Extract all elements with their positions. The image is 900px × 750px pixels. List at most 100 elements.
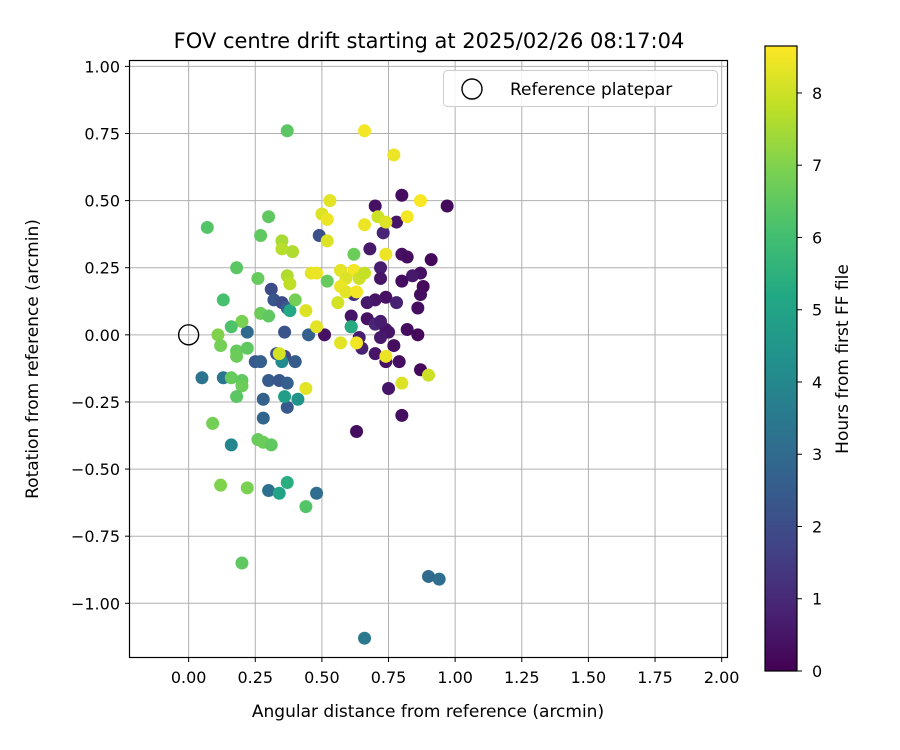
- colorbar-tick-label: 2: [812, 517, 822, 536]
- colorbar-tick-label: 3: [812, 445, 822, 464]
- scatter-point: [206, 416, 220, 430]
- scatter-point: [344, 320, 358, 334]
- scatter-point: [299, 500, 313, 514]
- scatter-point: [195, 371, 209, 385]
- scatter-point: [320, 212, 334, 226]
- scatter-point: [374, 261, 388, 275]
- scatter-point: [387, 339, 401, 353]
- scatter-point: [230, 261, 244, 275]
- scatter-point: [230, 390, 244, 404]
- scatter-point: [286, 245, 300, 259]
- scatter-point: [390, 296, 404, 310]
- scatter-point: [280, 400, 294, 414]
- legend-marker-reference: [461, 78, 483, 100]
- scatter-point: [368, 199, 382, 213]
- scatter-point: [310, 486, 324, 500]
- scatter-point: [350, 424, 364, 438]
- scatter-point: [358, 124, 372, 138]
- scatter-point: [262, 373, 276, 387]
- x-tick-label: 1.75: [637, 668, 673, 687]
- scatter-point: [358, 218, 372, 232]
- scatter-point: [411, 328, 425, 342]
- y-tick-label: 0.25: [84, 259, 120, 278]
- scatter-point: [320, 234, 334, 248]
- scatter-point: [395, 274, 409, 288]
- scatter-point: [387, 148, 401, 162]
- scatter-point: [360, 296, 374, 310]
- scatter-point: [320, 274, 334, 288]
- reference-marker: [177, 324, 200, 346]
- scatter-point: [374, 331, 388, 345]
- x-tick-label: 0.25: [237, 668, 273, 687]
- scatter-point: [400, 210, 414, 224]
- colorbar-ticks: 0 1 2 3 4 5 6 7 8: [797, 84, 822, 681]
- scatter-point: [272, 347, 286, 361]
- scatter-point: [358, 266, 372, 280]
- scatter-point: [400, 322, 414, 336]
- scatter-point: [390, 215, 404, 229]
- scatter-point: [280, 475, 294, 489]
- x-tick-label: 2.00: [704, 668, 740, 687]
- colorbar-tick-label: 8: [812, 84, 822, 103]
- y-tick-label: 0.50: [84, 192, 120, 211]
- scatter-point: [310, 320, 324, 334]
- scatter-point: [368, 347, 382, 361]
- x-tick-label: 0.50: [304, 668, 340, 687]
- scatter-point: [334, 336, 348, 350]
- y-tick-label: −0.75: [71, 527, 120, 546]
- scatter-point: [400, 250, 414, 264]
- scatter-point: [395, 376, 409, 390]
- scatter-point: [302, 328, 316, 342]
- scatter-point: [264, 282, 278, 296]
- x-axis-ticks: 0.00 0.25 0.50 0.75 1.00 1.25 1.50 1.75 2.00: [171, 657, 740, 687]
- chart-title: FOV centre drift starting at 2025/02/26 …: [174, 29, 685, 53]
- scatter-point: [363, 242, 377, 256]
- scatter-point: [224, 320, 238, 334]
- scatter-point: [379, 290, 393, 304]
- scatter-point: [230, 349, 244, 363]
- y-tick-label: −0.25: [71, 393, 120, 412]
- scatter-point: [350, 285, 364, 299]
- scatter-point: [406, 269, 420, 283]
- scatter-point: [411, 301, 425, 315]
- scatter-point: [280, 124, 294, 138]
- scatter-point: [432, 572, 446, 586]
- scatter-point: [347, 247, 361, 261]
- scatter-point: [211, 328, 225, 342]
- scatter-point: [200, 220, 214, 234]
- scatter-point: [254, 355, 268, 369]
- scatter-point: [382, 382, 396, 396]
- y-tick-label: −1.00: [71, 594, 120, 613]
- scatter-point: [422, 368, 435, 382]
- scatter-point: [235, 379, 249, 393]
- scatter-point: [224, 438, 238, 452]
- scatter-point: [379, 349, 393, 363]
- y-axis-ticks: 1.00 0.75 0.50 0.25 0.00 −0.25 −0.50 −0.75 −1.00: [71, 57, 130, 613]
- legend-box: [443, 70, 718, 107]
- y-tick-label: 0.00: [84, 326, 120, 345]
- grid-lines: [130, 61, 727, 657]
- x-tick-label: 1.00: [437, 668, 473, 687]
- scatter-point: [272, 486, 286, 500]
- scatter-point: [422, 569, 435, 583]
- scatter-point: [344, 309, 358, 323]
- scatter-point: [323, 194, 337, 208]
- legend: Reference platepar: [443, 70, 718, 107]
- scatter-point: [331, 296, 345, 310]
- y-axis-label: Rotation from reference (arcmin): [23, 219, 43, 499]
- x-axis-label: Angular distance from reference (arcmin): [252, 702, 604, 722]
- scatter-point: [288, 293, 302, 307]
- colorbar-label: Hours from first FF file: [833, 264, 853, 454]
- scatter-point: [392, 355, 406, 369]
- scatter-point: [376, 226, 390, 240]
- scatter-point: [214, 478, 228, 492]
- scatter-point: [339, 285, 353, 299]
- scatter-point: [358, 631, 372, 645]
- scatter-point: [395, 408, 409, 422]
- reference-point: [177, 324, 200, 346]
- scatter-point: [414, 194, 428, 208]
- scatter-point: [414, 288, 428, 302]
- scatter-point: [440, 199, 454, 213]
- scatter-point: [350, 336, 364, 350]
